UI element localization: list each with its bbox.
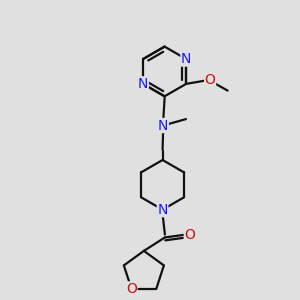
- Text: N: N: [181, 52, 191, 66]
- Text: O: O: [205, 74, 215, 87]
- Text: N: N: [158, 203, 168, 217]
- Text: N: N: [138, 77, 148, 91]
- Text: N: N: [158, 118, 168, 133]
- Text: O: O: [126, 282, 137, 296]
- Text: O: O: [184, 227, 195, 242]
